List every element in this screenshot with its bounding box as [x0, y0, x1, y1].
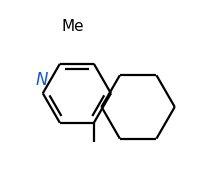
Text: N: N	[36, 71, 48, 89]
Text: Me: Me	[61, 19, 84, 34]
